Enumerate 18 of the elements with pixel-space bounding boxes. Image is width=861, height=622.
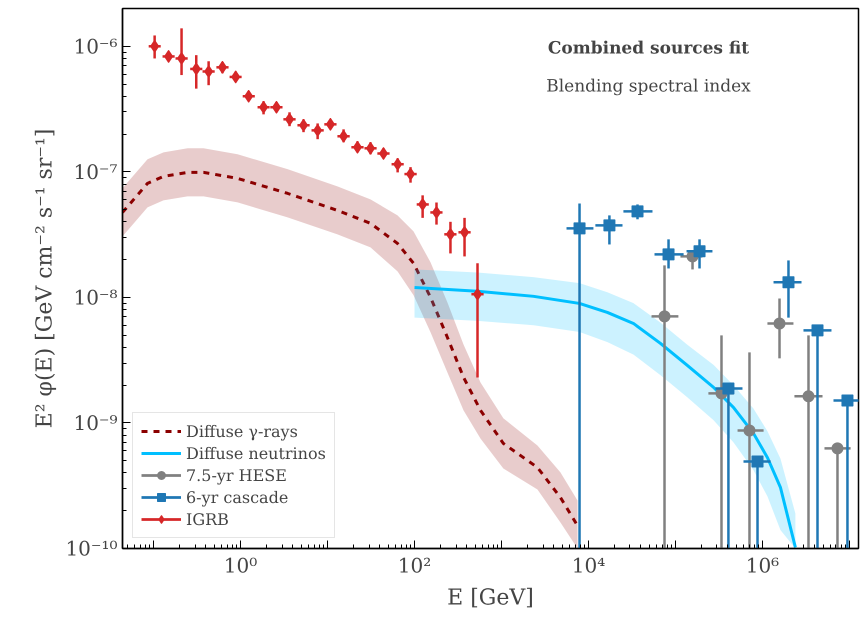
annotation: Blending spectral index <box>546 76 752 96</box>
y-tick-label: 10⁻⁸ <box>73 285 118 310</box>
x-tick-label: 10⁰ <box>224 554 258 578</box>
legend-label: Diffuse γ-rays <box>186 422 298 440</box>
legend-label: 6-yr cascade <box>186 488 288 506</box>
annotation: Combined sources fit <box>548 38 750 58</box>
y-tick-label: 10⁻⁹ <box>73 410 118 435</box>
x-axis-title: E [GeV] <box>447 586 534 610</box>
legend-label: Diffuse neutrinos <box>186 444 326 462</box>
y-axis-title: E² φ(E) [GeV cm⁻² s⁻¹ sr⁻¹] <box>32 128 58 428</box>
x-tick-label: 10² <box>398 554 432 578</box>
x-tick-label: 10⁴ <box>572 554 606 578</box>
y-tick-label: 10⁻¹⁰ <box>65 536 118 560</box>
y-tick-label: 10⁻⁶ <box>73 34 118 58</box>
y-tick-label: 10⁻⁷ <box>73 160 118 184</box>
x-tick-label: 10⁶ <box>746 554 780 578</box>
legend-label: 7.5-yr HESE <box>186 466 287 484</box>
legend-label: IGRB <box>186 510 229 528</box>
